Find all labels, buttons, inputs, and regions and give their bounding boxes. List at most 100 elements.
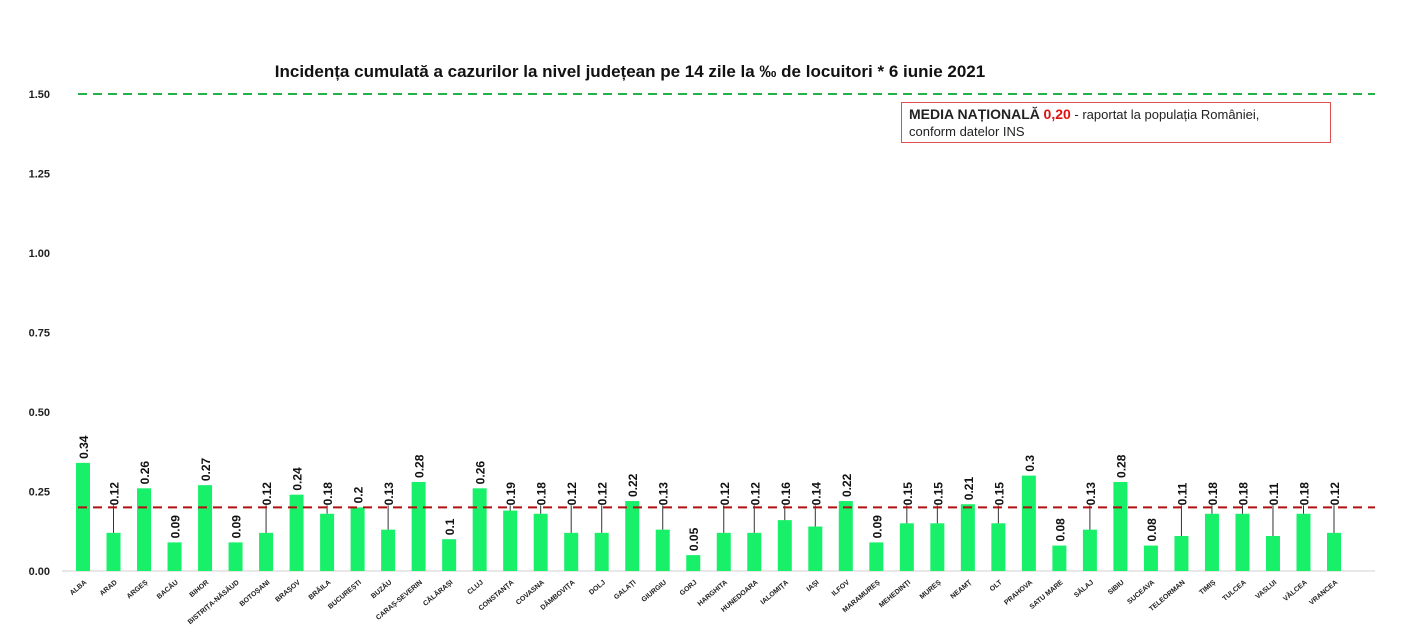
bar bbox=[808, 526, 823, 571]
data-label: 0.12 bbox=[108, 482, 122, 506]
bar bbox=[625, 501, 640, 571]
data-label: 0.18 bbox=[321, 482, 335, 506]
legend-text: - raportat la populația României, bbox=[1070, 107, 1260, 122]
data-label: 0.26 bbox=[138, 461, 152, 485]
x-tick-label: SIBIU bbox=[1107, 579, 1126, 596]
x-tick-label: SATU MARE bbox=[1029, 579, 1065, 611]
data-label: 0.16 bbox=[779, 482, 793, 506]
data-label: 0.18 bbox=[1206, 482, 1220, 506]
bar bbox=[1082, 529, 1097, 571]
x-tick-label: BRĂILA bbox=[306, 578, 332, 602]
bar bbox=[1143, 545, 1158, 571]
x-tick-label: VASLUI bbox=[1254, 579, 1278, 601]
legend-text-2: conform datelor INS bbox=[909, 124, 1025, 139]
bar bbox=[1052, 545, 1067, 571]
bar bbox=[503, 510, 518, 571]
bar bbox=[1265, 536, 1280, 571]
bar bbox=[777, 520, 792, 571]
data-label: 0.18 bbox=[1297, 482, 1311, 506]
y-tick-label: 0.00 bbox=[29, 566, 50, 578]
data-label: 0.18 bbox=[1236, 482, 1250, 506]
bar bbox=[747, 532, 762, 571]
x-tick-label: BISTRIȚA-NĂSĂUD bbox=[186, 578, 241, 626]
bar bbox=[106, 532, 121, 571]
x-tick-label: COVASNA bbox=[515, 579, 546, 607]
y-tick-label: 1.50 bbox=[29, 89, 50, 101]
x-tick-label: CLUJ bbox=[466, 579, 485, 596]
data-label: 0.11 bbox=[1267, 482, 1281, 505]
data-label: 0.12 bbox=[748, 482, 762, 506]
x-tick-label: ALBA bbox=[69, 579, 88, 597]
x-tick-label: ARGEȘ bbox=[126, 579, 150, 601]
data-label: 0.13 bbox=[1084, 482, 1098, 506]
data-label: 0.34 bbox=[77, 435, 91, 459]
data-label: 0.28 bbox=[413, 454, 427, 478]
bar bbox=[411, 481, 426, 571]
x-tick-label: HARGHITA bbox=[697, 579, 729, 608]
data-label: 0.12 bbox=[565, 482, 579, 506]
bar bbox=[564, 532, 579, 571]
data-label: 0.09 bbox=[870, 515, 884, 539]
x-tick-label: BUCUREȘTI bbox=[327, 579, 363, 611]
y-tick-label: 0.25 bbox=[29, 487, 50, 499]
bar bbox=[686, 555, 701, 571]
data-label: 0.15 bbox=[992, 482, 1006, 506]
data-label: 0.15 bbox=[901, 482, 915, 506]
national-average-box: MEDIA NAȚIONALĂ 0,20 - raportat la popul… bbox=[901, 102, 1331, 143]
bar bbox=[533, 513, 548, 571]
data-label: 0.12 bbox=[260, 482, 274, 506]
data-label: 0.08 bbox=[1053, 518, 1067, 542]
data-label: 0.28 bbox=[1114, 454, 1128, 478]
y-tick-label: 0.75 bbox=[29, 328, 50, 340]
bar bbox=[1113, 481, 1128, 571]
data-label: 0.13 bbox=[382, 482, 396, 506]
bar bbox=[289, 494, 304, 571]
bar bbox=[899, 523, 914, 571]
bar bbox=[320, 513, 335, 571]
data-label: 0.11 bbox=[1175, 482, 1189, 505]
x-tick-label: MUREȘ bbox=[919, 579, 943, 601]
bar bbox=[259, 532, 274, 571]
bar bbox=[1021, 475, 1036, 571]
bar bbox=[167, 542, 182, 571]
data-label: 0.12 bbox=[596, 482, 610, 506]
x-tick-label: VÂLCEA bbox=[1281, 578, 1309, 603]
x-tick-label: OLT bbox=[989, 579, 1004, 593]
y-tick-label: 1.00 bbox=[29, 248, 50, 260]
bar bbox=[930, 523, 945, 571]
x-tick-label: DOLJ bbox=[588, 579, 607, 596]
x-tick-label: BOTOȘANI bbox=[239, 579, 272, 608]
x-tick-label: MEHEDINȚI bbox=[878, 579, 912, 609]
bar bbox=[228, 542, 243, 571]
data-label: 0.26 bbox=[474, 461, 488, 485]
x-tick-label: ILFOV bbox=[831, 579, 852, 598]
bar bbox=[1204, 513, 1219, 571]
x-tick-label: BUZĂU bbox=[369, 578, 394, 601]
data-label: 0.12 bbox=[718, 482, 732, 506]
bar bbox=[472, 488, 487, 571]
bar bbox=[960, 504, 975, 571]
x-tick-label: IALOMIȚA bbox=[760, 579, 790, 606]
legend-heading: MEDIA NAȚIONALĂ bbox=[909, 106, 1040, 122]
x-tick-label: GORJ bbox=[679, 579, 699, 597]
bar bbox=[716, 532, 731, 571]
x-tick-label: BRAȘOV bbox=[274, 579, 302, 604]
x-tick-label: VRANCEA bbox=[1308, 579, 1339, 607]
x-tick-label: SUCEAVA bbox=[1126, 579, 1156, 606]
x-tick-label: GIURGIU bbox=[641, 579, 668, 604]
x-tick-label: NEAMȚ bbox=[950, 579, 974, 601]
bar bbox=[1174, 536, 1189, 571]
y-tick-label: 0.50 bbox=[29, 407, 50, 419]
x-tick-label: IAȘI bbox=[806, 579, 821, 593]
bar bbox=[198, 485, 213, 571]
bar bbox=[76, 462, 90, 571]
bar bbox=[442, 539, 457, 571]
x-tick-label: BIHOR bbox=[189, 579, 211, 599]
x-tick-label: CĂLĂRAȘI bbox=[421, 578, 455, 608]
data-label: 0.05 bbox=[687, 527, 701, 551]
data-label: 0.27 bbox=[199, 457, 213, 481]
bar bbox=[1327, 532, 1341, 571]
bar bbox=[137, 488, 152, 571]
legend-value: 0,20 bbox=[1043, 106, 1071, 122]
data-label: 0.09 bbox=[230, 515, 244, 539]
